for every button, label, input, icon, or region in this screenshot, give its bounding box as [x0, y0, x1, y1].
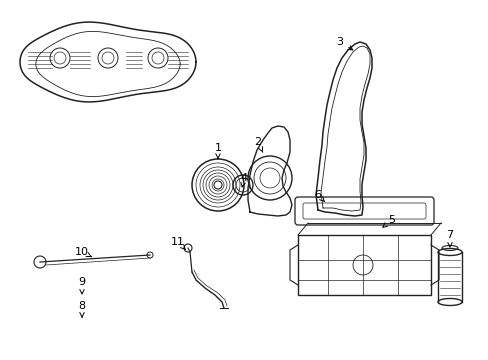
Text: 9: 9	[78, 277, 85, 294]
Bar	[297, 235, 430, 295]
Text: 11: 11	[171, 237, 185, 250]
Text: 6: 6	[314, 190, 324, 202]
Text: 10: 10	[75, 247, 92, 257]
Text: 2: 2	[254, 137, 262, 152]
Text: 3: 3	[336, 37, 352, 50]
Text: 7: 7	[446, 230, 453, 247]
Text: 8: 8	[78, 301, 85, 317]
Text: 5: 5	[382, 215, 395, 227]
Text: 1: 1	[214, 143, 221, 159]
Text: 4: 4	[240, 173, 247, 187]
